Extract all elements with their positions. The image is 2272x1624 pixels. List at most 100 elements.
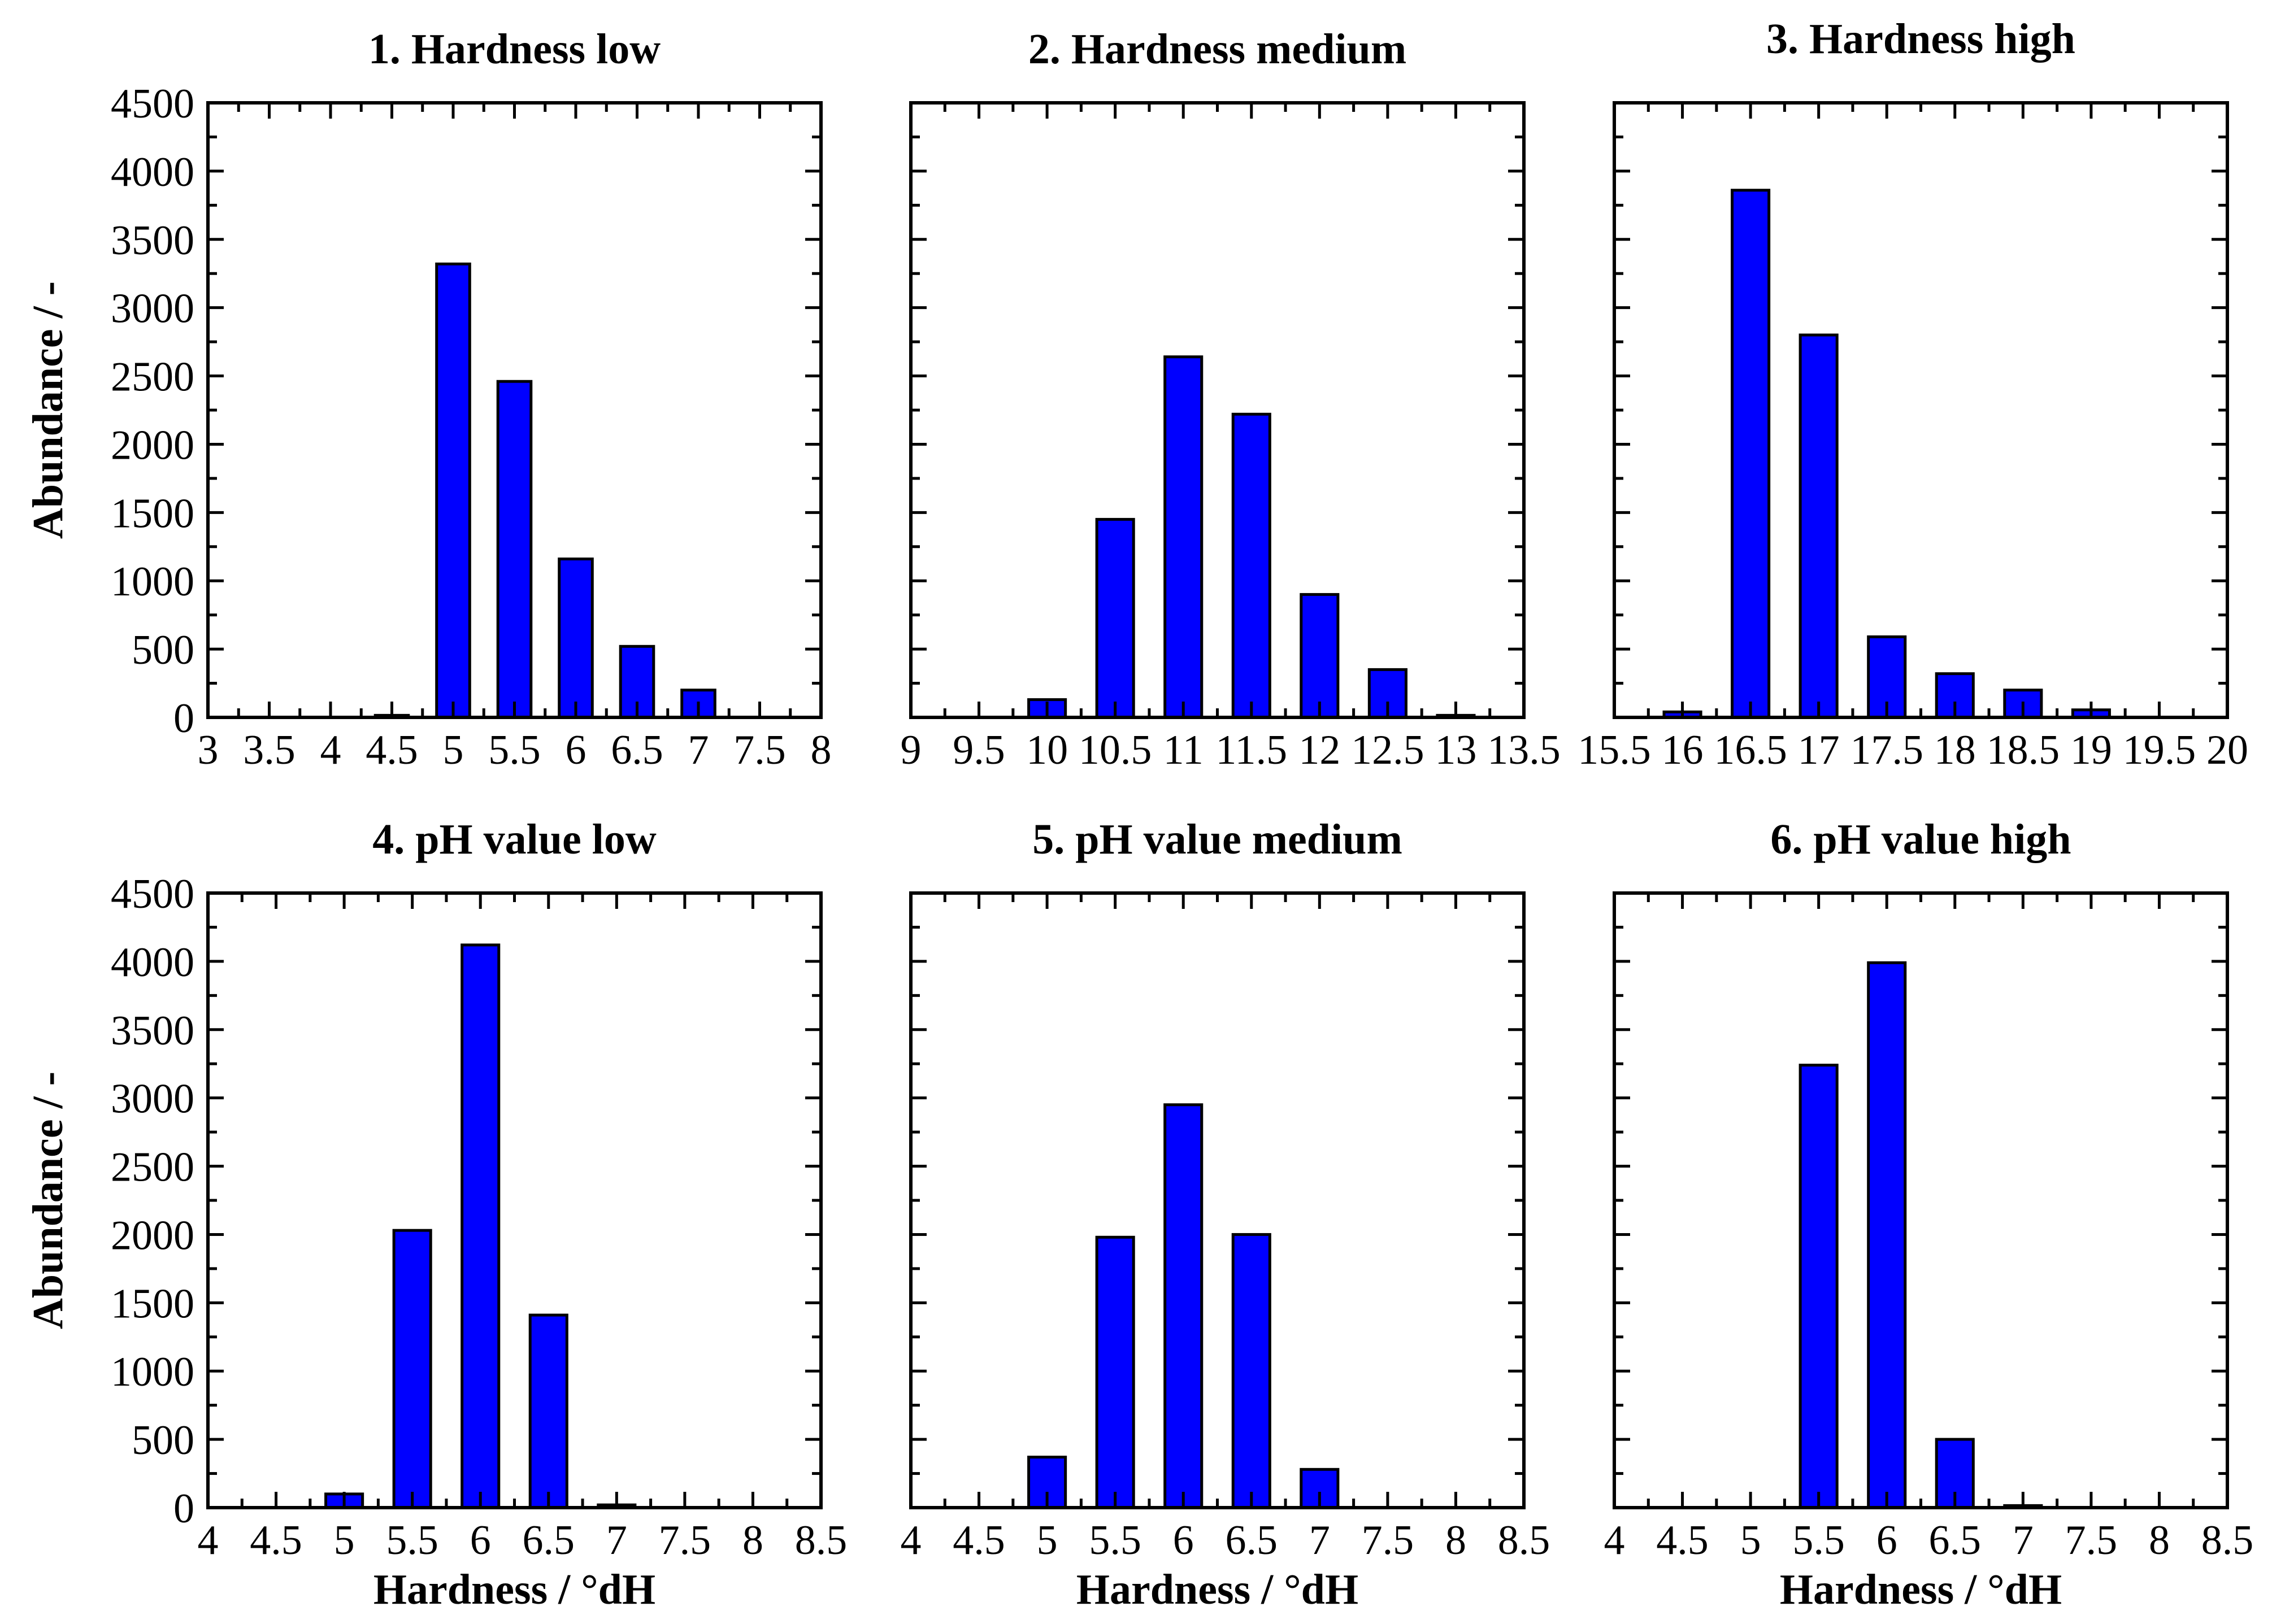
y-tick-label: 4000 <box>111 939 194 986</box>
x-tick-label: 8 <box>811 727 832 773</box>
x-tick-label: 18 <box>1934 727 1976 773</box>
y-tick-label: 4500 <box>111 871 194 917</box>
chart-panel-6: 6. pH value high 4 4.5 5 5.5 6 6.5 7 7.5 8 8.5 Hard… <box>1604 816 2254 1613</box>
y-tick-label: 500 <box>132 1417 194 1464</box>
panel-title: 5. pH value medium <box>1032 816 1402 863</box>
x-axis-title: Hardness / °dH <box>1076 1566 1358 1613</box>
y-tick-label: 2000 <box>111 1212 194 1259</box>
x-tick-label: 12.5 <box>1351 727 1424 773</box>
x-tick-label: 5.5 <box>386 1517 438 1564</box>
x-tick-label: 17 <box>1798 727 1840 773</box>
panel-title: 3. Hardness high <box>1766 15 2075 63</box>
x-tick-label: 5 <box>1740 1517 1761 1564</box>
bar-6 <box>461 943 501 1509</box>
x-tick-label: 8.5 <box>2201 1517 2254 1564</box>
y-tick-label: 2500 <box>111 1144 194 1191</box>
bar-6 <box>1163 1103 1204 1509</box>
x-tick-label: 16.5 <box>1714 727 1787 773</box>
bar-16.5 <box>1731 189 1771 719</box>
x-tick-label: 5 <box>334 1517 355 1564</box>
x-tick-label: 3 <box>198 727 219 773</box>
x-tick-label: 5 <box>443 727 464 773</box>
x-tick-label: 4 <box>1604 1517 1625 1564</box>
bar-12 <box>1300 593 1340 719</box>
x-tick-label: 3.5 <box>243 727 296 773</box>
x-tick-label: 8 <box>2149 1517 2170 1564</box>
x-tick-label: 5.5 <box>488 727 541 773</box>
y-tick-label: 2000 <box>111 422 194 468</box>
y-tick-label: 3500 <box>111 1008 194 1054</box>
bar-5.5 <box>392 1229 432 1509</box>
chart-panel-2: 2. Hardness medium 9 9.5 10 10.5 11 11.5 12 12.5… <box>901 25 1561 773</box>
y-tick-label: 500 <box>132 627 194 673</box>
y-axis-title: Abundance / - <box>24 281 72 539</box>
y-tick-label: 4000 <box>111 149 194 195</box>
x-tick-label: 7 <box>2013 1517 2034 1564</box>
x-tick-label: 11 <box>1163 727 1204 773</box>
x-tick-label: 6 <box>1876 1517 1897 1564</box>
x-tick-label: 4.5 <box>953 1517 1005 1564</box>
plot-frame <box>909 891 1526 1509</box>
y-tick-label: 1000 <box>111 559 194 605</box>
x-tick-label: 7.5 <box>2065 1517 2118 1564</box>
bar-11 <box>1163 355 1204 719</box>
x-axis-title: Hardness / °dH <box>373 1566 655 1613</box>
x-tick-label: 8.5 <box>1498 1517 1550 1564</box>
plot-frame <box>909 101 1526 719</box>
y-tick-label: 1500 <box>111 490 194 537</box>
y-axis-title: Abundance / - <box>24 1072 72 1329</box>
y-tick-label: 4500 <box>111 81 194 127</box>
y-tick-label: 2500 <box>111 354 194 400</box>
bar-6.5 <box>528 1313 568 1509</box>
x-tick-label: 4.5 <box>366 727 418 773</box>
x-tick-label: 6 <box>470 1517 491 1564</box>
x-tick-label: 18.5 <box>1987 727 2060 773</box>
x-tick-label: 4 <box>901 1517 922 1564</box>
x-tick-label: 5 <box>1037 1517 1058 1564</box>
x-tick-label: 11.5 <box>1215 727 1287 773</box>
x-tick-label: 4.5 <box>1656 1517 1709 1564</box>
bar-5.5 <box>1799 1064 1839 1509</box>
x-tick-label: 4.5 <box>250 1517 302 1564</box>
x-tick-label: 8 <box>742 1517 763 1564</box>
bar-17 <box>1799 333 1839 719</box>
x-tick-label: 8 <box>1445 1517 1466 1564</box>
x-tick-label: 5.5 <box>1089 1517 1141 1564</box>
x-tick-label: 7 <box>606 1517 627 1564</box>
x-tick-label: 7 <box>688 727 709 773</box>
x-tick-label: 9.5 <box>953 727 1005 773</box>
x-tick-label: 9 <box>901 727 922 773</box>
plot-frame <box>1613 101 2229 719</box>
panel-title: 6. pH value high <box>1770 816 2071 863</box>
bar-6 <box>1867 961 1907 1509</box>
x-tick-label: 17.5 <box>1850 727 1923 773</box>
x-tick-label: 13.5 <box>1487 727 1561 773</box>
x-axis-title: Hardness / °dH <box>1780 1566 2062 1613</box>
x-tick-label: 6.5 <box>523 1517 575 1564</box>
chart-panel-5: 5. pH value medium 4 4.5 5 5.5 6 6.5 7 7.5 8 8.5 Ha… <box>901 816 1550 1613</box>
x-tick-label: 6.5 <box>1929 1517 1982 1564</box>
bar-6.5 <box>1231 1233 1271 1509</box>
y-tick-label: 0 <box>173 695 194 742</box>
chart-panel-4: 4. pH value low 0 500 1000 1500 2000 2500 3000 3… <box>24 816 847 1613</box>
x-tick-label: 13 <box>1435 727 1476 773</box>
panel-title: 2. Hardness medium <box>1028 25 1406 73</box>
x-tick-label: 10.5 <box>1079 727 1152 773</box>
x-tick-label: 12 <box>1298 727 1340 773</box>
x-tick-label: 7 <box>1309 1517 1330 1564</box>
y-tick-label: 3500 <box>111 217 194 264</box>
y-tick-label: 1500 <box>111 1281 194 1327</box>
x-tick-label: 10 <box>1026 727 1068 773</box>
x-tick-label: 7.5 <box>659 1517 711 1564</box>
bar-10.5 <box>1095 517 1135 719</box>
plot-frame <box>1613 891 2229 1509</box>
x-tick-label: 4 <box>198 1517 219 1564</box>
x-tick-label: 19 <box>2070 727 2112 773</box>
plot-frame <box>206 891 823 1509</box>
panel-title: 1. Hardness low <box>368 25 661 73</box>
x-tick-label: 6.5 <box>1226 1517 1278 1564</box>
x-tick-label: 20 <box>2206 727 2248 773</box>
